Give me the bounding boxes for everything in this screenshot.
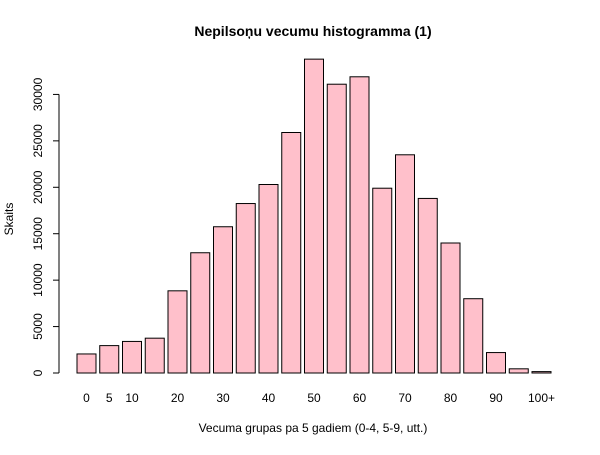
- bar-60: [349, 76, 370, 374]
- bar-100+: [531, 371, 552, 374]
- bar-45: [281, 132, 302, 374]
- y-tick-label-10000: 10000: [31, 263, 45, 297]
- x-axis-label: Vecuma grupas pa 5 gadiem (0-4, 5-9, utt…: [199, 421, 428, 435]
- y-tick-label-5000: 5000: [31, 313, 45, 340]
- bar-35: [235, 203, 256, 374]
- x-tick-label-5: 5: [106, 391, 113, 405]
- x-tick-label-100+: 100+: [528, 391, 555, 405]
- bar-20: [167, 290, 188, 374]
- bar-25: [190, 252, 211, 374]
- y-axis: 0 5000 10000 15000 20000 25000 30000: [31, 77, 60, 376]
- bar-0: [76, 353, 97, 374]
- bar-70: [395, 154, 415, 374]
- y-tick-label-30000: 30000: [31, 77, 45, 111]
- x-tick-label-20: 20: [171, 391, 185, 405]
- bar-90: [486, 352, 506, 374]
- x-tick-label-10: 10: [125, 391, 139, 405]
- x-tick-label-60: 60: [353, 391, 367, 405]
- bar-30: [213, 226, 233, 374]
- x-tick-label-80: 80: [444, 391, 458, 405]
- x-tick-label-90: 90: [489, 391, 503, 405]
- bars-layer: [76, 58, 552, 374]
- bar-15: [144, 337, 165, 374]
- x-axis-tick-labels: 0 5 10 20 30 40 50 60 70 80 90 100+: [83, 391, 555, 405]
- y-tick-label-15000: 15000: [31, 217, 45, 251]
- bar-85: [463, 298, 484, 374]
- bar-75: [417, 197, 438, 374]
- x-tick-label-70: 70: [398, 391, 412, 405]
- bar-50: [304, 58, 324, 374]
- x-tick-label-30: 30: [216, 391, 230, 405]
- bar-55: [326, 83, 347, 374]
- x-tick-label-0: 0: [83, 391, 90, 405]
- bar-5: [99, 345, 120, 374]
- y-axis-label: Skaits: [2, 203, 16, 236]
- bar-40: [258, 184, 279, 374]
- bar-95: [508, 368, 529, 374]
- y-tick-label-20000: 20000: [31, 170, 45, 204]
- chart-title: Nepilsoņu vecumu histogramma (1): [194, 23, 431, 39]
- x-tick-label-40: 40: [262, 391, 276, 405]
- y-tick-label-0: 0: [31, 369, 45, 376]
- x-tick-label-50: 50: [307, 391, 321, 405]
- bar-65: [372, 187, 393, 374]
- bar-10: [122, 340, 142, 374]
- y-tick-label-25000: 25000: [31, 124, 45, 158]
- bar-80: [440, 242, 461, 374]
